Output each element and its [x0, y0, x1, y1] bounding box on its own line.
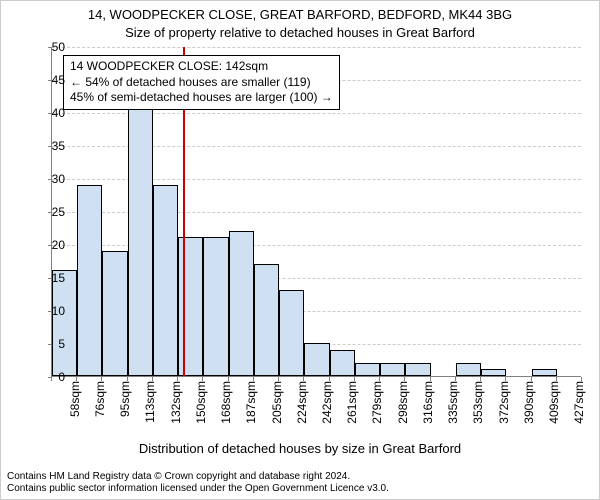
x-tick-mark: [127, 377, 128, 381]
x-tick-mark: [480, 377, 481, 381]
histogram-bar: [481, 369, 506, 376]
x-tick-label: 76sqm: [93, 381, 107, 431]
x-tick-label: 150sqm: [194, 381, 208, 431]
y-tick-label: 0: [25, 370, 65, 384]
histogram-bar: [405, 363, 430, 376]
footer-line2: Contains public sector information licen…: [7, 483, 593, 495]
gridline: [52, 47, 581, 48]
histogram-bar: [128, 105, 153, 376]
x-tick-label: 353sqm: [471, 381, 485, 431]
x-tick-mark: [202, 377, 203, 381]
x-tick-mark: [228, 377, 229, 381]
annotation-line1: 14 WOODPECKER CLOSE: 142sqm: [70, 59, 333, 75]
x-tick-mark: [455, 377, 456, 381]
histogram-bar: [52, 270, 77, 376]
x-tick-mark: [556, 377, 557, 381]
footer-line1: Contains HM Land Registry data © Crown c…: [7, 471, 593, 483]
histogram-bar: [304, 343, 329, 376]
annotation-line2: ← 54% of detached houses are smaller (11…: [70, 75, 333, 91]
y-tick-label: 10: [25, 304, 65, 318]
x-tick-mark: [404, 377, 405, 381]
chart-title: 14, WOODPECKER CLOSE, GREAT BARFORD, BED…: [1, 7, 599, 22]
annotation-line3: 45% of semi-detached houses are larger (…: [70, 90, 333, 106]
histogram-bar: [279, 290, 304, 376]
y-tick-label: 30: [25, 172, 65, 186]
x-tick-mark: [152, 377, 153, 381]
x-tick-label: 409sqm: [547, 381, 561, 431]
x-tick-label: 168sqm: [219, 381, 233, 431]
x-tick-mark: [303, 377, 304, 381]
y-tick-label: 20: [25, 238, 65, 252]
x-tick-label: 187sqm: [244, 381, 258, 431]
y-tick-label: 5: [25, 337, 65, 351]
x-tick-label: 132sqm: [169, 381, 183, 431]
histogram-bar: [330, 350, 355, 376]
x-tick-label: 279sqm: [370, 381, 384, 431]
y-tick-label: 15: [25, 271, 65, 285]
x-tick-mark: [278, 377, 279, 381]
y-tick-label: 45: [25, 73, 65, 87]
footer-attribution: Contains HM Land Registry data © Crown c…: [7, 471, 593, 495]
histogram-bar: [355, 363, 380, 376]
histogram-bar: [102, 251, 127, 376]
x-tick-mark: [354, 377, 355, 381]
x-tick-label: 390sqm: [522, 381, 536, 431]
histogram-bar: [254, 264, 279, 376]
histogram-bar: [178, 237, 203, 376]
x-tick-label: 95sqm: [118, 381, 132, 431]
x-tick-label: 427sqm: [572, 381, 586, 431]
histogram-bar: [380, 363, 405, 376]
x-tick-mark: [177, 377, 178, 381]
x-tick-label: 205sqm: [270, 381, 284, 431]
x-tick-mark: [329, 377, 330, 381]
x-tick-label: 372sqm: [497, 381, 511, 431]
y-tick-label: 50: [25, 40, 65, 54]
x-tick-mark: [101, 377, 102, 381]
x-tick-label: 261sqm: [345, 381, 359, 431]
chart-subtitle: Size of property relative to detached ho…: [1, 25, 599, 40]
x-tick-label: 298sqm: [396, 381, 410, 431]
chart-container: 14, WOODPECKER CLOSE, GREAT BARFORD, BED…: [0, 0, 600, 500]
x-tick-mark: [253, 377, 254, 381]
x-tick-mark: [581, 377, 582, 381]
x-tick-label: 242sqm: [320, 381, 334, 431]
x-tick-label: 335sqm: [446, 381, 460, 431]
x-axis-label: Distribution of detached houses by size …: [1, 441, 599, 456]
y-tick-label: 40: [25, 106, 65, 120]
x-tick-mark: [505, 377, 506, 381]
histogram-bar: [229, 231, 254, 376]
annotation-box: 14 WOODPECKER CLOSE: 142sqm ← 54% of det…: [63, 55, 340, 110]
histogram-bar: [203, 237, 228, 376]
y-tick-label: 35: [25, 139, 65, 153]
x-tick-mark: [76, 377, 77, 381]
x-tick-mark: [379, 377, 380, 381]
x-tick-mark: [430, 377, 431, 381]
x-tick-label: 316sqm: [421, 381, 435, 431]
x-tick-label: 224sqm: [295, 381, 309, 431]
x-tick-mark: [531, 377, 532, 381]
histogram-bar: [532, 369, 557, 376]
histogram-bar: [77, 185, 102, 376]
y-tick-label: 25: [25, 205, 65, 219]
histogram-bar: [456, 363, 481, 376]
histogram-bar: [153, 185, 178, 376]
x-tick-label: 113sqm: [143, 381, 157, 431]
x-tick-label: 58sqm: [68, 381, 82, 431]
x-tick-mark: [51, 377, 52, 381]
